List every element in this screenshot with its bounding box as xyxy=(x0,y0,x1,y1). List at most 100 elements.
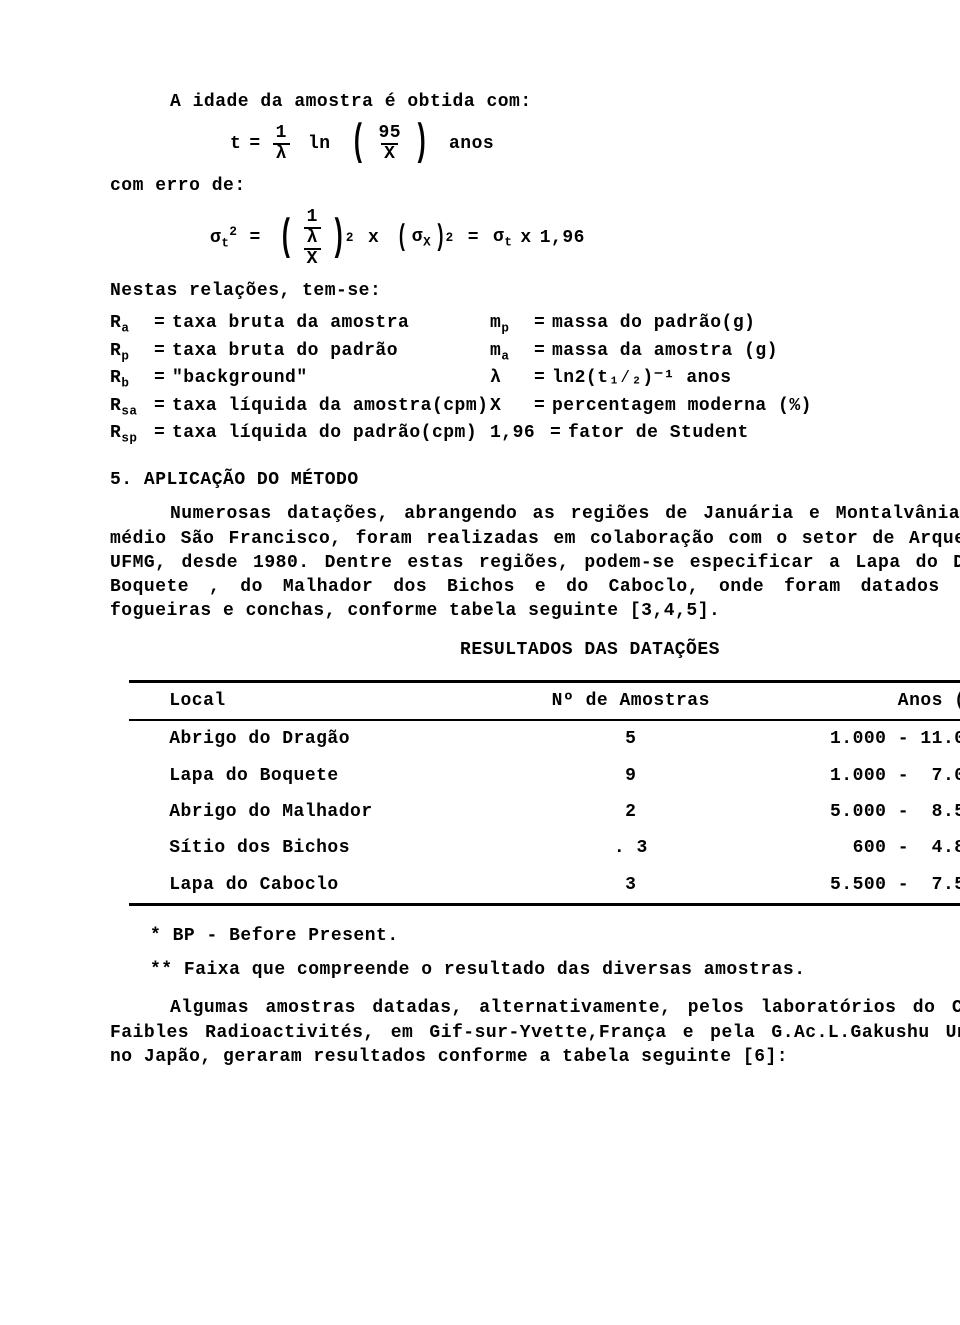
def-eq: = xyxy=(550,421,568,448)
r-paren-icon: ) xyxy=(331,221,346,256)
table-title: RESULTADOS DAS DATAÇÕES xyxy=(110,638,960,662)
table-row: Lapa do Caboclo35.500 - 7.500** xyxy=(129,867,960,905)
sigma-symbol: σ xyxy=(493,227,504,247)
def-eq: = xyxy=(534,311,552,338)
eq4-inner-top: 1 xyxy=(304,208,321,229)
def-left: Rp= taxa bruta do padrão xyxy=(110,339,490,366)
cell-amostras: 9 xyxy=(521,758,741,794)
cell-amostras: 3 xyxy=(521,867,741,905)
def-left: Rb= "background" xyxy=(110,366,490,393)
eq4-inner-bot: X xyxy=(304,250,321,269)
r-paren-icon: ) xyxy=(435,226,446,250)
def-right: X= percentagem moderna (%) xyxy=(490,394,812,421)
col-anos: Anos (BP)* xyxy=(741,682,960,721)
col-amostras: Nº de Amostras xyxy=(521,682,741,721)
definition-row: Rsa= taxa líquida da amostra(cpm)X= perc… xyxy=(110,394,960,421)
eq4-sigma-t: σt2 xyxy=(210,224,237,253)
intro-line: A idade da amostra é obtida com: xyxy=(170,90,960,114)
table-row: Abrigo do Dragão51.000 - 11.000** xyxy=(129,720,960,757)
eq4-sup2a: 2 xyxy=(346,230,354,247)
cell-local: Abrigo do Dragão xyxy=(129,720,521,757)
eq3-inner-frac: 95 X xyxy=(375,124,404,164)
cell-local: Sítio dos Bichos xyxy=(129,830,521,866)
eq4-inner-frac: 1 λ X xyxy=(304,208,321,269)
def-text: taxa bruta da amostra xyxy=(172,311,409,338)
table-row: Lapa do Boquete91.000 - 7.000** xyxy=(129,758,960,794)
def-eq: = xyxy=(534,339,552,366)
page-number: 5 xyxy=(110,30,960,60)
def-symbol: Rb xyxy=(110,366,154,393)
def-symbol: Rp xyxy=(110,339,154,366)
eq3-inner-den: X xyxy=(381,143,398,164)
eq3-unit: anos xyxy=(449,132,494,156)
eq4-sigma-x: σX xyxy=(412,225,431,252)
definition-row: Rsp= taxa líquida do padrão(cpm)1,96= fa… xyxy=(110,421,960,448)
def-symbol: X xyxy=(490,394,534,421)
relations-line: Nestas relações, tem-se: xyxy=(110,279,960,303)
def-eq: = xyxy=(154,339,172,366)
table-row: Sítio dos Bichos. 3 600 - 4.800** xyxy=(129,830,960,866)
eq4-inner-mid: λ xyxy=(304,229,321,250)
def-eq: = xyxy=(154,366,172,393)
sigma-symbol: σ xyxy=(210,228,221,248)
def-text: massa da amostra (g) xyxy=(552,339,778,366)
section-5-heading: 5. APLICAÇÃO DO MÉTODO xyxy=(110,468,960,492)
eq3-ln: ln xyxy=(308,132,331,156)
def-right: 1,96= fator de Student xyxy=(490,421,749,448)
r-paren-icon: ) xyxy=(414,126,429,161)
equation-4: σt2 = ( 1 λ X ) 2 x ( σX ) 2 = σt x 1,96… xyxy=(210,208,960,269)
eq3-frac-num: 1 xyxy=(273,124,290,143)
eq4-eq2: = xyxy=(468,226,479,250)
def-text: percentagem moderna (%) xyxy=(552,394,812,421)
eq3-inner-num: 95 xyxy=(375,124,404,143)
definition-row: Ra= taxa bruta da amostramp= massa do pa… xyxy=(110,311,960,338)
def-symbol: mp xyxy=(490,311,534,338)
definition-row: Rp= taxa bruta do padrãoma= massa da amo… xyxy=(110,339,960,366)
cell-local: Abrigo do Malhador xyxy=(129,794,521,830)
eq3-lhs: t xyxy=(230,132,241,156)
eq4-rhs-sigma: σt xyxy=(493,225,512,252)
def-symbol: 1,96 xyxy=(490,421,550,448)
sigma-symbol: σ xyxy=(412,227,423,247)
cell-anos: 5.500 - 7.500** xyxy=(741,867,960,905)
eq3-eq: = xyxy=(249,132,260,156)
def-eq: = xyxy=(154,421,172,448)
eq4-eq1: = xyxy=(249,226,260,250)
sup-2: 2 xyxy=(229,225,237,239)
eq4-sup2b: 2 xyxy=(446,230,454,247)
def-symbol: ma xyxy=(490,339,534,366)
def-text: taxa líquida da amostra(cpm) xyxy=(172,394,488,421)
eq3-frac-1-over-lambda: 1 λ xyxy=(273,124,290,164)
def-text: fator de Student xyxy=(568,421,749,448)
sub-t: t xyxy=(504,236,512,250)
def-eq: = xyxy=(154,311,172,338)
def-eq: = xyxy=(154,394,172,421)
error-line: com erro de: xyxy=(110,174,960,198)
sub-x: X xyxy=(423,236,431,250)
def-symbol: λ xyxy=(490,366,534,393)
eq4-rhs-val: 1,96 xyxy=(540,226,585,250)
footnote-bp: * BP - Before Present. xyxy=(150,924,960,948)
cell-anos: 1.000 - 11.000** xyxy=(741,720,960,757)
def-text: taxa líquida do padrão(cpm) xyxy=(172,421,477,448)
def-left: Rsa= taxa líquida da amostra(cpm) xyxy=(110,394,490,421)
paragraph-2: Algumas amostras datadas, alternativamen… xyxy=(110,996,960,1069)
results-table: Local Nº de Amostras Anos (BP)* Abrigo d… xyxy=(129,680,960,906)
def-eq: = xyxy=(534,366,552,393)
def-right: mp= massa do padrão(g) xyxy=(490,311,755,338)
def-text: taxa bruta do padrão xyxy=(172,339,398,366)
cell-amostras: 2 xyxy=(521,794,741,830)
def-text: "background" xyxy=(172,366,308,393)
cell-local: Lapa do Caboclo xyxy=(129,867,521,905)
def-symbol: Ra xyxy=(110,311,154,338)
def-left: Ra= taxa bruta da amostra xyxy=(110,311,490,338)
footnote-range: ** Faixa que compreende o resultado das … xyxy=(150,958,960,982)
def-symbol: Rsp xyxy=(110,421,154,448)
def-symbol: Rsa xyxy=(110,394,154,421)
def-right: ma= massa da amostra (g) xyxy=(490,339,778,366)
definition-row: Rb= "background"λ= ln2(t₁⁄₂)⁻¹ anos xyxy=(110,366,960,393)
l-paren-icon: ( xyxy=(351,126,366,161)
cell-local: Lapa do Boquete xyxy=(129,758,521,794)
def-right: λ= ln2(t₁⁄₂)⁻¹ anos xyxy=(490,366,732,393)
def-left: Rsp= taxa líquida do padrão(cpm) xyxy=(110,421,490,448)
